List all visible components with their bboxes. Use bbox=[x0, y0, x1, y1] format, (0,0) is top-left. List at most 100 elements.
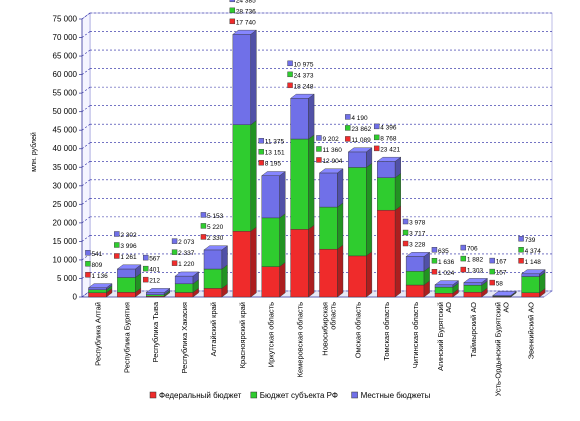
bar-side bbox=[394, 173, 401, 211]
data-label: 2 337 bbox=[178, 250, 195, 257]
bar-face bbox=[203, 268, 223, 289]
bar-segment bbox=[318, 168, 344, 208]
category-label: Агинский Бурятский bbox=[436, 302, 445, 371]
bar-face bbox=[319, 172, 338, 208]
data-label-marker bbox=[316, 135, 322, 141]
bar-segment bbox=[232, 120, 257, 232]
bar-side bbox=[308, 93, 315, 140]
category-label-layer: Республика Алтай Республика Бурятия Респуб… bbox=[93, 301, 535, 396]
data-label-marker bbox=[460, 244, 467, 251]
bar-top bbox=[174, 271, 200, 277]
data-label-marker bbox=[402, 240, 409, 247]
bar-face bbox=[405, 271, 425, 286]
bar-segment bbox=[377, 173, 401, 211]
legend: Федеральный бюджет Бюджет субъекта РФ Мест… bbox=[149, 391, 431, 400]
gridline-side bbox=[81, 49, 91, 57]
data-label: 23 421 bbox=[380, 146, 400, 153]
data-label: 167 bbox=[496, 259, 507, 266]
bar-segment bbox=[319, 244, 344, 298]
data-label: 1 261 bbox=[120, 254, 137, 261]
data-label: 3 228 bbox=[409, 242, 426, 249]
bar-top bbox=[145, 288, 171, 293]
category-label: Иркутская область bbox=[267, 302, 276, 367]
bar-face bbox=[521, 276, 540, 293]
category-label: Кемеровская область bbox=[296, 302, 305, 377]
data-label-marker bbox=[402, 229, 409, 236]
bar-segment bbox=[87, 283, 113, 291]
bar-segment bbox=[434, 280, 460, 288]
data-label-marker bbox=[142, 265, 149, 272]
data-label-marker bbox=[489, 268, 495, 275]
bar-face bbox=[290, 138, 309, 230]
bar-segment bbox=[290, 134, 315, 230]
bar-top bbox=[290, 93, 315, 99]
data-label-marker bbox=[345, 125, 351, 131]
bar-layer bbox=[87, 29, 546, 298]
data-label: 5 220 bbox=[207, 224, 224, 231]
gridline-side bbox=[81, 31, 91, 38]
category-label: АО bbox=[444, 302, 453, 313]
bar-side bbox=[366, 251, 373, 298]
data-label-marker bbox=[229, 0, 236, 3]
data-label: 1 148 bbox=[525, 259, 542, 266]
bar-segment bbox=[203, 245, 229, 270]
bar-segment bbox=[463, 277, 488, 286]
data-label-marker bbox=[316, 146, 322, 152]
data-label-marker bbox=[489, 279, 495, 286]
data-label-marker bbox=[373, 134, 380, 141]
data-label: 3 978 bbox=[409, 220, 426, 227]
gridline-side bbox=[81, 142, 91, 149]
bar-side bbox=[308, 224, 315, 298]
bar-face bbox=[434, 293, 454, 298]
bar-segment bbox=[261, 213, 286, 268]
gridline-side bbox=[81, 68, 91, 75]
bar-segment bbox=[348, 162, 373, 257]
bar-face bbox=[261, 266, 280, 298]
bar-face bbox=[232, 231, 251, 298]
data-label-marker bbox=[373, 123, 380, 130]
y-tick-label: 70 000 bbox=[53, 33, 78, 42]
data-label: 157 bbox=[496, 270, 507, 277]
category-label: Алтайский край bbox=[209, 302, 218, 356]
data-label: 11 375 bbox=[265, 139, 285, 146]
bar-segment bbox=[145, 288, 171, 296]
data-label: 8 768 bbox=[380, 135, 397, 142]
data-label-layer: 541 809 1 136 2 302 3 996 1 261 567 401 212 2 073… bbox=[85, 0, 541, 288]
data-label: 1 303 bbox=[467, 268, 484, 275]
data-label-marker bbox=[85, 250, 91, 256]
bar-top bbox=[87, 283, 113, 288]
bar-face bbox=[348, 167, 367, 257]
gridline-side bbox=[81, 105, 91, 112]
bar-side bbox=[250, 29, 257, 126]
bar-face bbox=[377, 209, 396, 298]
legend-swatch bbox=[250, 391, 258, 399]
bar-side bbox=[250, 226, 257, 298]
gridline-side bbox=[81, 123, 91, 131]
data-label: 739 bbox=[525, 237, 536, 244]
data-label-marker bbox=[460, 266, 467, 273]
bar-side bbox=[337, 168, 344, 208]
bar-segment bbox=[232, 226, 257, 298]
bar-top bbox=[203, 245, 229, 251]
bar-side bbox=[279, 262, 286, 298]
bar-segment bbox=[376, 156, 402, 179]
data-label: 4 396 bbox=[380, 124, 397, 131]
bar-face bbox=[232, 34, 251, 125]
bar-side bbox=[279, 213, 286, 268]
data-label-marker bbox=[287, 82, 293, 89]
bar-face bbox=[434, 286, 454, 294]
bar-face bbox=[319, 248, 338, 298]
y-tick-label: 0 bbox=[73, 293, 78, 302]
data-label: 1 220 bbox=[178, 261, 195, 268]
data-label-marker bbox=[258, 149, 264, 155]
bar-segment bbox=[347, 147, 373, 168]
bar-face bbox=[261, 217, 280, 267]
gridline-side bbox=[81, 216, 91, 224]
data-label: 13 151 bbox=[265, 150, 285, 157]
bar-face bbox=[117, 292, 136, 298]
data-label: 11 089 bbox=[351, 137, 371, 144]
data-label-marker bbox=[142, 254, 149, 261]
data-label: 23 862 bbox=[351, 126, 371, 133]
bar-segment bbox=[116, 264, 142, 278]
